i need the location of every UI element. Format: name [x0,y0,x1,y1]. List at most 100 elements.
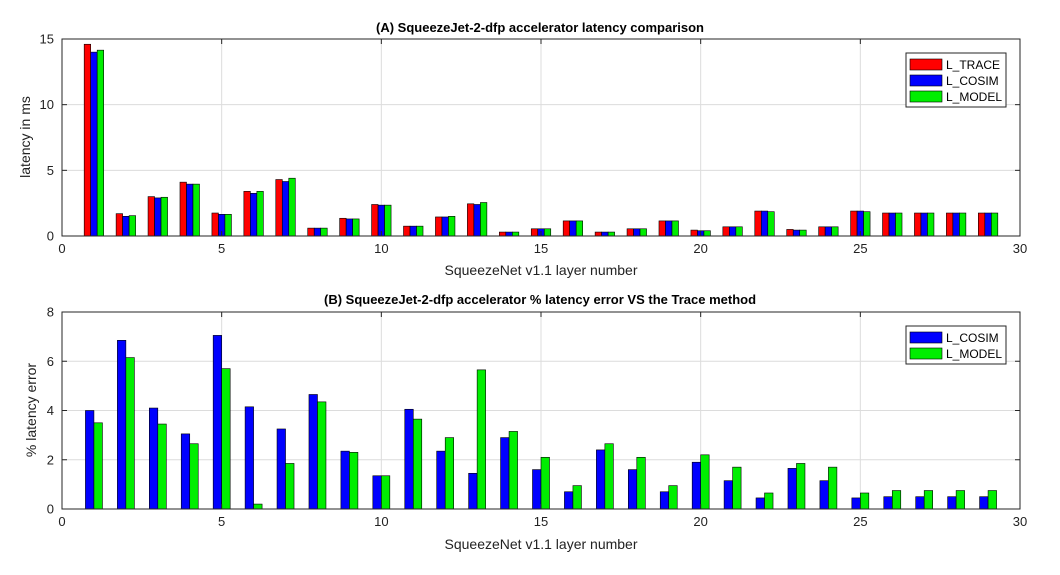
chart-a-bar-l-trace [307,227,315,237]
chart-a-bar-l-cosim [984,212,992,237]
chart-a-bar-l-model [895,212,903,237]
chart-b-bar-l-cosim [372,475,382,510]
chart-b-bar-l-cosim [149,407,159,510]
chart-a-bar-l-trace [754,210,762,237]
chart-a-bar-l-cosim [345,218,353,237]
chart-b-bar-l-model [923,490,934,510]
chart-a-bar-l-trace [339,217,347,237]
chart-b-bar-l-cosim [947,496,957,510]
chart-a-y-tick-label: 0 [47,229,54,244]
chart-b-bar-l-cosim [883,496,893,510]
chart-a-bar-l-model [160,196,168,237]
chart-a-bar-l-trace [179,181,187,237]
chart-b-bar-l-model [253,503,263,510]
chart-b-bar-l-model [732,466,742,510]
chart-a-bar-l-cosim [952,212,960,237]
chart-b-bar-l-model [987,490,997,510]
chart-b-bar-l-model [540,456,550,510]
chart-b-bar-l-model [891,490,902,510]
chart-a-bar-l-cosim [281,181,290,237]
chart-b-legend-label-l-model: L_MODEL [946,347,1002,361]
chart-a-bar-l-model [448,216,456,237]
chart-a-legend: L_TRACE L_COSIM L_MODEL [905,52,1007,108]
chart-a-bar-l-trace [690,229,698,237]
chart-a-bar-l-cosim [122,216,130,237]
chart-a-bar-l-cosim [824,226,832,237]
chart-b-bar-l-model [93,422,103,510]
chart-a-bar-l-trace [115,213,123,237]
chart-b-bar-l-cosim [308,394,318,510]
chart-a-title: (A) SqueezeJet-2-dfp accelerator latency… [376,20,704,35]
chart-b-bar-l-cosim [500,437,510,510]
chart-a-bar-l-trace [403,225,411,237]
chart-a-bar-l-trace [243,191,251,237]
chart-a-y-tick-label: 5 [47,163,54,178]
chart-a-bar-l-trace [467,203,475,237]
chart-a-bar-l-trace [626,228,634,237]
chart-b-y-tick-label: 4 [47,403,54,418]
chart-a-y-tick-label: 15 [40,32,54,47]
chart-b-bar-l-model [285,463,295,510]
chart-a-legend-swatch-l-trace [909,58,943,71]
chart-a-bar-l-trace [275,179,283,237]
chart-b-x-axis-label: SqueezeNet v1.1 layer number [445,536,638,552]
chart-a-bar-l-trace [722,226,730,237]
chart-b-bar-l-model [636,456,646,510]
chart-a-bar-l-cosim [154,197,162,237]
chart-a-bar-l-trace [594,231,602,237]
chart-b-bar-l-cosim [180,433,191,510]
chart-b-bar-l-cosim [819,480,829,510]
chart-b-x-tick-label: 0 [58,514,65,529]
chart-a-bar-l-trace [435,216,443,237]
chart-a-latency-comparison: (A) SqueezeJet-2-dfp accelerator latency… [17,20,1027,278]
chart-b-bar-l-cosim [979,496,989,510]
chart-b-bar-l-model [955,490,965,510]
chart-a-bar-l-model [927,212,935,237]
chart-a-bar-l-cosim [250,193,258,237]
chart-a-bar-l-model [543,228,552,237]
chart-a-bar-l-trace [658,220,666,237]
chart-a-bar-l-model [320,227,328,237]
chart-a-bar-l-cosim [633,228,641,237]
chart-a-y-axis-label: latency in ms [17,96,33,178]
chart-a-bar-l-model [512,231,520,237]
chart-a-bar-l-model [991,212,999,237]
chart-b-y-axis-label: % latency error [23,363,39,457]
chart-a-bar-l-model [639,228,647,237]
chart-a-bar-l-cosim [601,231,609,237]
chart-a-legend-label-l-cosim: L_COSIM [946,74,999,88]
chart-b-y-tick-label: 2 [47,452,54,467]
chart-a-bar-l-trace [562,220,570,237]
chart-b-bar-l-cosim [85,410,95,510]
chart-a-bar-l-cosim [505,231,513,237]
chart-b-bar-l-cosim [532,469,542,510]
chart-b-bar-l-cosim [468,472,478,510]
chart-b-latency-error: (B) SqueezeJet-2-dfp accelerator % laten… [23,292,1027,552]
chart-a-bar-l-model [607,231,615,237]
chart-a-legend-swatch-l-model [909,90,943,103]
chart-a-bar-l-cosim [473,204,481,237]
chart-a-bar-l-cosim [409,225,417,237]
chart-a-bar-l-model [831,226,839,237]
chart-b-bar-l-model [668,485,678,510]
chart-a-bar-l-model [288,177,296,237]
chart-a-bar-l-cosim [569,220,577,237]
chart-a-bar-l-trace [818,226,826,237]
chart-a-bar-l-model [767,211,775,237]
chart-a-bar-l-trace [147,196,155,237]
chart-a-bar-l-model [959,212,967,237]
chart-b-bar-l-cosim [212,335,222,510]
chart-a-bar-l-trace [914,212,922,237]
chart-a-bar-l-model [192,183,200,237]
chart-b-bar-l-cosim [691,461,701,510]
chart-b-bar-l-cosim [915,496,925,510]
chart-b-y-tick-label: 6 [47,354,54,369]
chart-b-bar-l-cosim [851,497,861,510]
chart-b-y-tick-label: 0 [47,502,54,517]
chart-b-bar-l-model [700,454,710,510]
chart-a-bar-l-cosim [920,212,928,237]
chart-a-bar-l-trace [211,212,219,237]
chart-a-bar-l-cosim [90,51,98,237]
chart-a-bar-l-model [671,220,679,237]
